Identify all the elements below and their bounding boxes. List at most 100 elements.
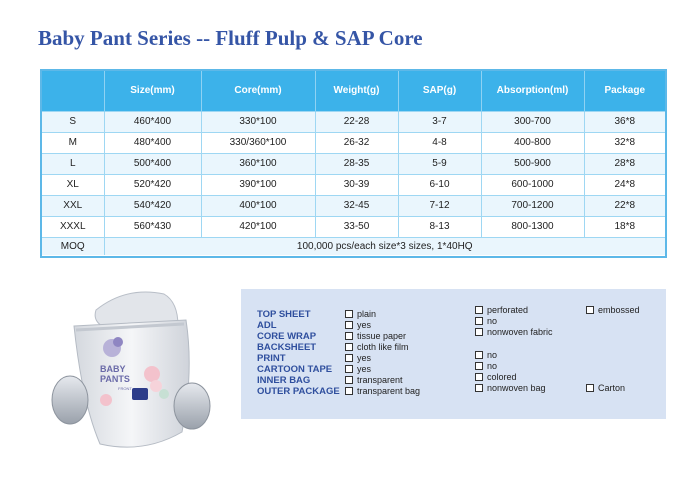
header-cell-size: Size(mm) xyxy=(104,71,202,111)
option-label-core-wrap: CORE WRAP xyxy=(257,331,317,342)
cell-size-name: M xyxy=(42,131,105,153)
option-cartoon-tape-yes[interactable]: yes xyxy=(345,364,371,374)
cell-core: 400*100 xyxy=(201,194,316,216)
header-cell-weight: Weight(g) xyxy=(315,71,399,111)
cell-size-mm: 560*430 xyxy=(104,215,202,237)
option-outer-package-nonwoven-bag[interactable]: nonwoven bag xyxy=(475,383,546,393)
option-top-sheet-perforated[interactable]: perforated xyxy=(475,305,528,315)
moq-label: MOQ xyxy=(42,236,105,255)
cell-absorption: 300-700 xyxy=(481,110,585,132)
cell-package: 32*8 xyxy=(584,131,665,153)
checkbox-icon[interactable] xyxy=(345,332,353,340)
checkbox-icon[interactable] xyxy=(345,343,353,351)
cell-size-name: L xyxy=(42,152,105,174)
checkbox-icon[interactable] xyxy=(475,317,483,325)
cell-size-mm: 520*420 xyxy=(104,173,202,195)
moq-row: MOQ 100,000 pcs/each size*3 sizes, 1*40H… xyxy=(42,236,665,255)
cell-package: 36*8 xyxy=(584,110,665,132)
option-backsheet-cloth-like-film[interactable]: cloth like film xyxy=(345,342,409,352)
cell-absorption: 400-800 xyxy=(481,131,585,153)
checkbox-icon[interactable] xyxy=(345,321,353,329)
option-label-adl: ADL xyxy=(257,320,277,331)
checkbox-icon[interactable] xyxy=(475,362,483,370)
table-row: XXL 540*420 400*100 32-45 7-12 700-1200 … xyxy=(42,194,665,216)
spec-table-frame: Size(mm) Core(mm) Weight(g) SAP(g) Absor… xyxy=(40,69,667,258)
cell-package: 24*8 xyxy=(584,173,665,195)
checkbox-icon[interactable] xyxy=(345,310,353,318)
option-core-wrap-nonwoven-fabric[interactable]: nonwoven fabric xyxy=(475,327,553,337)
option-top-sheet-embossed[interactable]: embossed xyxy=(586,305,640,315)
cell-core: 390*100 xyxy=(201,173,316,195)
option-core-wrap-tissue-paper[interactable]: tissue paper xyxy=(345,331,406,341)
moq-value: 100,000 pcs/each size*3 sizes, 1*40HQ xyxy=(104,236,665,255)
option-inner-bag-colored[interactable]: colored xyxy=(475,372,517,382)
option-cartoon-tape-no[interactable]: no xyxy=(475,361,497,371)
cell-sap: 6-10 xyxy=(398,173,482,195)
table-row: L 500*400 360*100 28-35 5-9 500-900 28*8 xyxy=(42,152,665,174)
option-top-sheet-plain[interactable]: plain xyxy=(345,309,376,319)
cell-size-mm: 500*400 xyxy=(104,152,202,174)
option-label-outer-package: OUTER PACKAGE xyxy=(257,386,340,397)
header-cell-package: Package xyxy=(584,71,665,111)
cell-weight: 26-32 xyxy=(315,131,399,153)
cell-size-name: XXXL xyxy=(42,215,105,237)
cell-size-name: S xyxy=(42,110,105,132)
option-outer-package-transparent-bag[interactable]: transparent bag xyxy=(345,386,420,396)
checkbox-icon[interactable] xyxy=(475,306,483,314)
option-label-inner-bag: INNER BAG xyxy=(257,375,311,386)
cell-size-mm: 540*420 xyxy=(104,194,202,216)
page-title: Baby Pant Series -- Fluff Pulp & SAP Cor… xyxy=(38,26,423,50)
header-cell-blank xyxy=(42,71,105,111)
brand-text-line2: PANTS xyxy=(100,374,130,384)
cell-absorption: 700-1200 xyxy=(481,194,585,216)
option-label-print: PRINT xyxy=(257,353,286,364)
table-row: XXXL 560*430 420*100 33-50 8-13 800-1300… xyxy=(42,215,665,237)
checkbox-icon[interactable] xyxy=(475,384,483,392)
cell-sap: 8-13 xyxy=(398,215,482,237)
header-cell-absorption: Absorption(ml) xyxy=(481,71,585,111)
cell-sap: 7-12 xyxy=(398,194,482,216)
baby-pant-product-image: BABY PANTS FRONT xyxy=(44,282,224,462)
option-adl-yes[interactable]: yes xyxy=(345,320,371,330)
cell-core: 420*100 xyxy=(201,215,316,237)
option-label-cartoon-tape: CARTOON TAPE xyxy=(257,364,333,375)
cell-weight: 33-50 xyxy=(315,215,399,237)
cell-size-name: XL xyxy=(42,173,105,195)
option-outer-package-carton[interactable]: Carton xyxy=(586,383,625,393)
cell-sap: 3-7 xyxy=(398,110,482,132)
cell-weight: 32-45 xyxy=(315,194,399,216)
cell-size-name: XXL xyxy=(42,194,105,216)
checkbox-icon[interactable] xyxy=(345,387,353,395)
table-row: XL 520*420 390*100 30-39 6-10 600-1000 2… xyxy=(42,173,665,195)
checkbox-icon[interactable] xyxy=(475,373,483,381)
header-cell-sap: SAP(g) xyxy=(398,71,482,111)
checkbox-icon[interactable] xyxy=(586,384,594,392)
checkbox-icon[interactable] xyxy=(345,365,353,373)
option-inner-bag-transparent[interactable]: transparent xyxy=(345,375,403,385)
cell-package: 22*8 xyxy=(584,194,665,216)
checkbox-icon[interactable] xyxy=(345,354,353,362)
spec-table: Size(mm) Core(mm) Weight(g) SAP(g) Absor… xyxy=(42,71,665,255)
options-panel: TOP SHEET ADL CORE WRAP BACKSHEET PRINT … xyxy=(241,289,666,419)
cell-sap: 4-8 xyxy=(398,131,482,153)
option-print-no[interactable]: no xyxy=(475,350,497,360)
checkbox-icon[interactable] xyxy=(475,328,483,336)
brand-text-line3: FRONT xyxy=(118,386,132,391)
cell-core: 330/360*100 xyxy=(201,131,316,153)
cell-absorption: 600-1000 xyxy=(481,173,585,195)
checkbox-icon[interactable] xyxy=(475,351,483,359)
table-row: S 460*400 330*100 22-28 3-7 300-700 36*8 xyxy=(42,110,665,132)
option-print-yes[interactable]: yes xyxy=(345,353,371,363)
cell-package: 28*8 xyxy=(584,152,665,174)
checkbox-icon[interactable] xyxy=(345,376,353,384)
table-header-row: Size(mm) Core(mm) Weight(g) SAP(g) Absor… xyxy=(42,71,665,111)
cell-core: 330*100 xyxy=(201,110,316,132)
table-row: M 480*400 330/360*100 26-32 4-8 400-800 … xyxy=(42,131,665,153)
checkbox-icon[interactable] xyxy=(586,306,594,314)
cell-weight: 30-39 xyxy=(315,173,399,195)
header-cell-core: Core(mm) xyxy=(201,71,316,111)
cell-weight: 28-35 xyxy=(315,152,399,174)
option-adl-no[interactable]: no xyxy=(475,316,497,326)
cell-weight: 22-28 xyxy=(315,110,399,132)
cell-sap: 5-9 xyxy=(398,152,482,174)
